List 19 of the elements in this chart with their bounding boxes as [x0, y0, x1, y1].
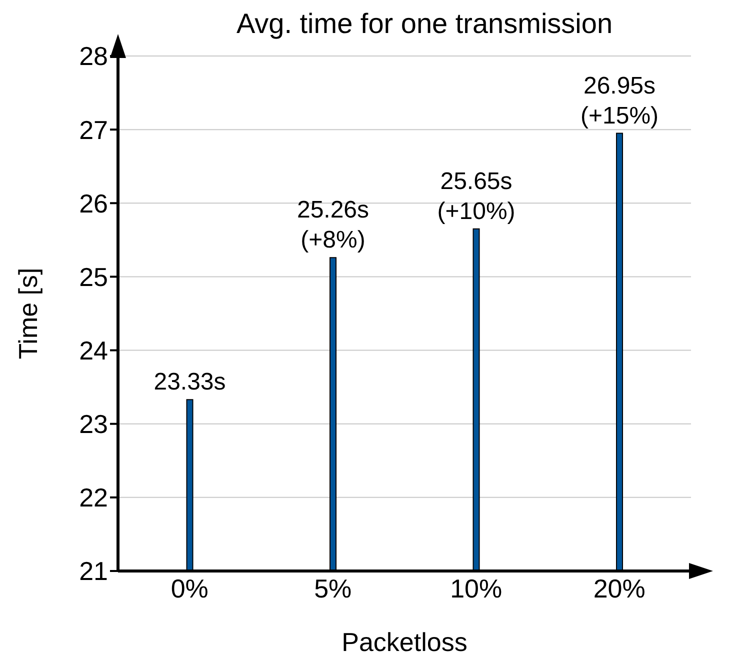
- data-label: 25.26s (+8%): [296, 196, 370, 254]
- y-tick-label: 28: [79, 41, 108, 72]
- x-axis-title: Packetloss: [342, 627, 468, 657]
- y-axis-title: Time [s]: [13, 268, 44, 360]
- data-label: 23.33s: [154, 368, 226, 396]
- y-tick-label: 23: [79, 409, 108, 440]
- data-label: 26.95s (+15%): [580, 72, 659, 130]
- y-tick-label: 24: [79, 336, 108, 366]
- x-tick-label: 0%: [170, 573, 208, 604]
- x-tick-label: 20%: [593, 573, 646, 604]
- y-tick-label: 22: [79, 482, 108, 513]
- x-tick-label: 5%: [314, 573, 352, 604]
- chart-title: Avg. time for one transmission: [235, 8, 614, 40]
- y-tick-label: 27: [79, 114, 108, 145]
- y-tick-label: 21: [79, 556, 108, 586]
- y-tick-label: 26: [79, 188, 108, 218]
- y-tick-label: 25: [79, 262, 108, 292]
- x-tick-label: 10%: [450, 573, 502, 604]
- data-label: 25.65s (+10%): [437, 168, 516, 225]
